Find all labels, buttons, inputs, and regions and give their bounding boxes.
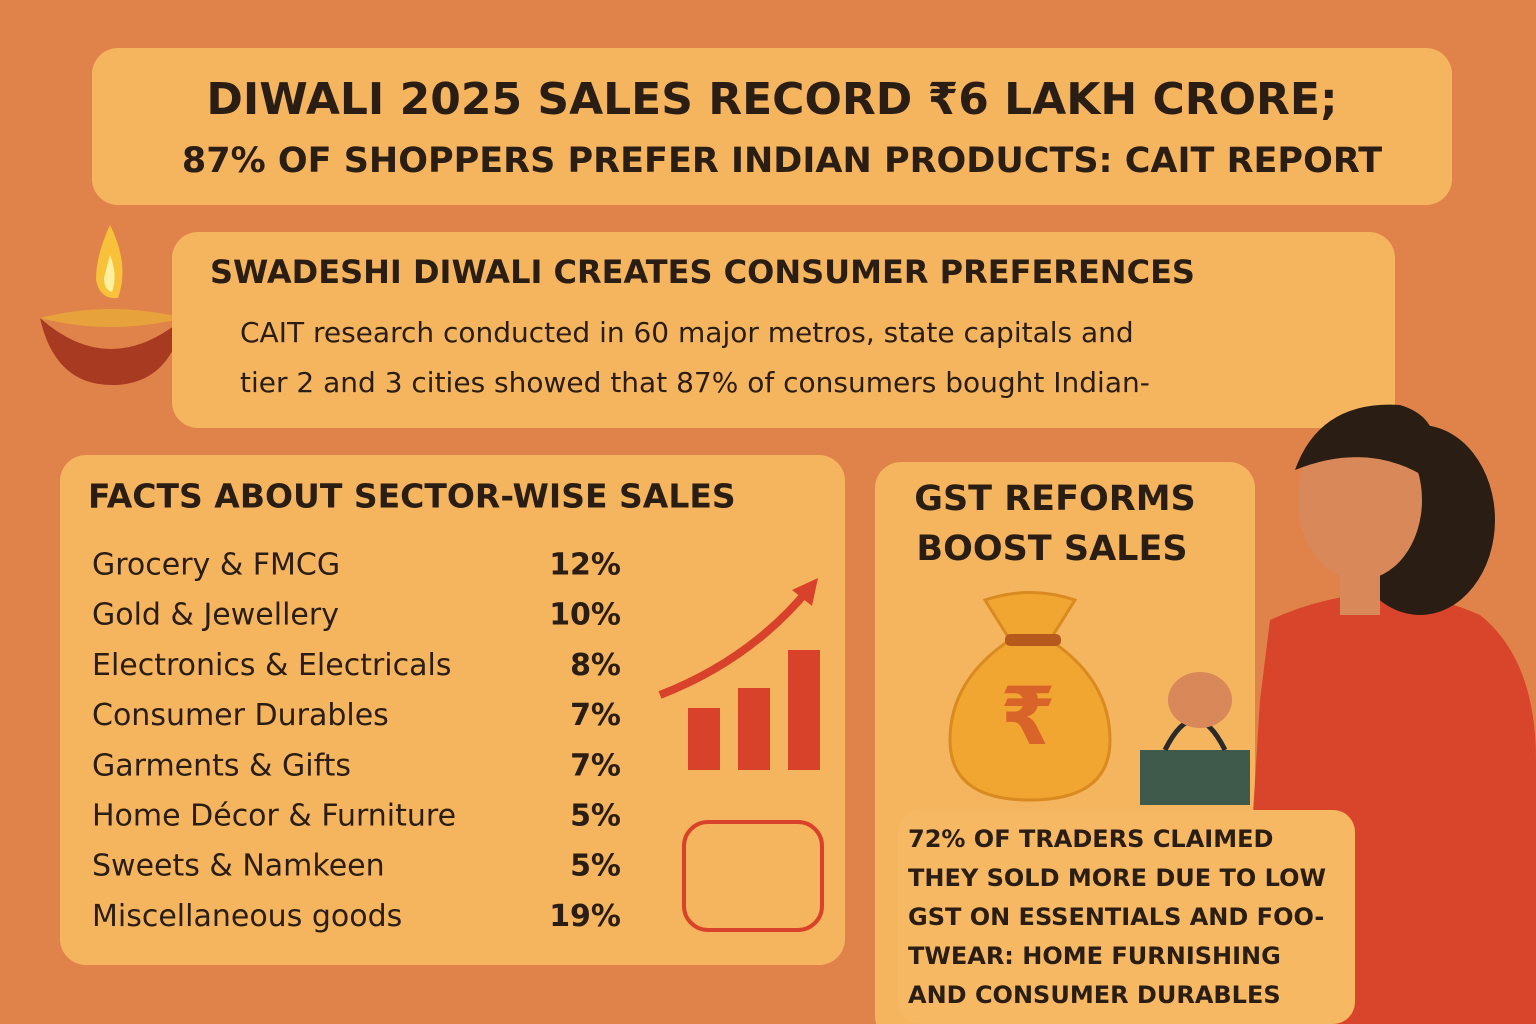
gst-line: 72% OF TRADERS CLAIMED (908, 825, 1273, 853)
diya-icon (40, 225, 184, 385)
gst-line: TWEAR: HOME FURNISHING (908, 942, 1281, 970)
subtitle: 87% OF SHOPPERS PREFER INDIAN PRODUCTS: … (182, 141, 1382, 181)
title: DIWALI 2025 SALES RECORD ₹6 LAKH CRORE; (206, 74, 1337, 125)
sector-label: Grocery & FMCG (92, 548, 340, 583)
sector-label: Sweets & Namkeen (92, 849, 385, 884)
gst-line: AND CONSUMER DURABLES (908, 981, 1281, 1009)
section-heading: GST REFORMS (914, 479, 1196, 519)
sector-value: 12% (549, 548, 621, 583)
title-box (92, 48, 1452, 205)
gst-line: THEY SOLD MORE DUE TO LOW (908, 864, 1326, 892)
sector-value: 7% (570, 698, 621, 733)
sector-value: 8% (570, 648, 621, 683)
sector-value: 19% (549, 899, 621, 934)
svg-text:₹: ₹ (1000, 670, 1056, 763)
facts-table: Grocery & FMCG 12% Gold & Jewellery 10% Elec… (92, 548, 621, 934)
gst-text-box (898, 810, 1355, 1024)
section-heading: FACTS ABOUT SECTOR-WISE SALES (88, 477, 736, 516)
gst-text: 72% OF TRADERS CLAIMED THEY SOLD MORE DUE… (908, 825, 1326, 1009)
sector-label: Garments & Gifts (92, 748, 351, 783)
sector-value: 5% (570, 849, 621, 884)
body-text: tier 2 and 3 cities showed that 87% of c… (240, 366, 1150, 399)
gst-line: GST ON ESSENTIALS AND FOO- (908, 903, 1324, 931)
sector-value: 10% (549, 598, 621, 633)
sector-value: 5% (570, 799, 621, 834)
sector-label: Electronics & Electricals (92, 648, 452, 683)
swadeshi-box (172, 232, 1395, 428)
facts-box (60, 455, 845, 965)
growth-icon (658, 578, 824, 932)
sector-label: Consumer Durables (92, 698, 389, 733)
section-heading: BOOST SALES (916, 529, 1187, 569)
sector-value: 7% (570, 748, 621, 783)
sector-label: Gold & Jewellery (92, 598, 339, 633)
sector-label: Miscellaneous goods (92, 899, 402, 934)
money-bag-icon: ₹ (948, 591, 1112, 802)
section-heading: SWADESHI DIWALI CREATES CONSUMER PREFERE… (210, 253, 1195, 291)
body-text: CAIT research conducted in 60 major metr… (240, 316, 1134, 349)
sector-label: Home Décor & Furniture (92, 799, 456, 834)
